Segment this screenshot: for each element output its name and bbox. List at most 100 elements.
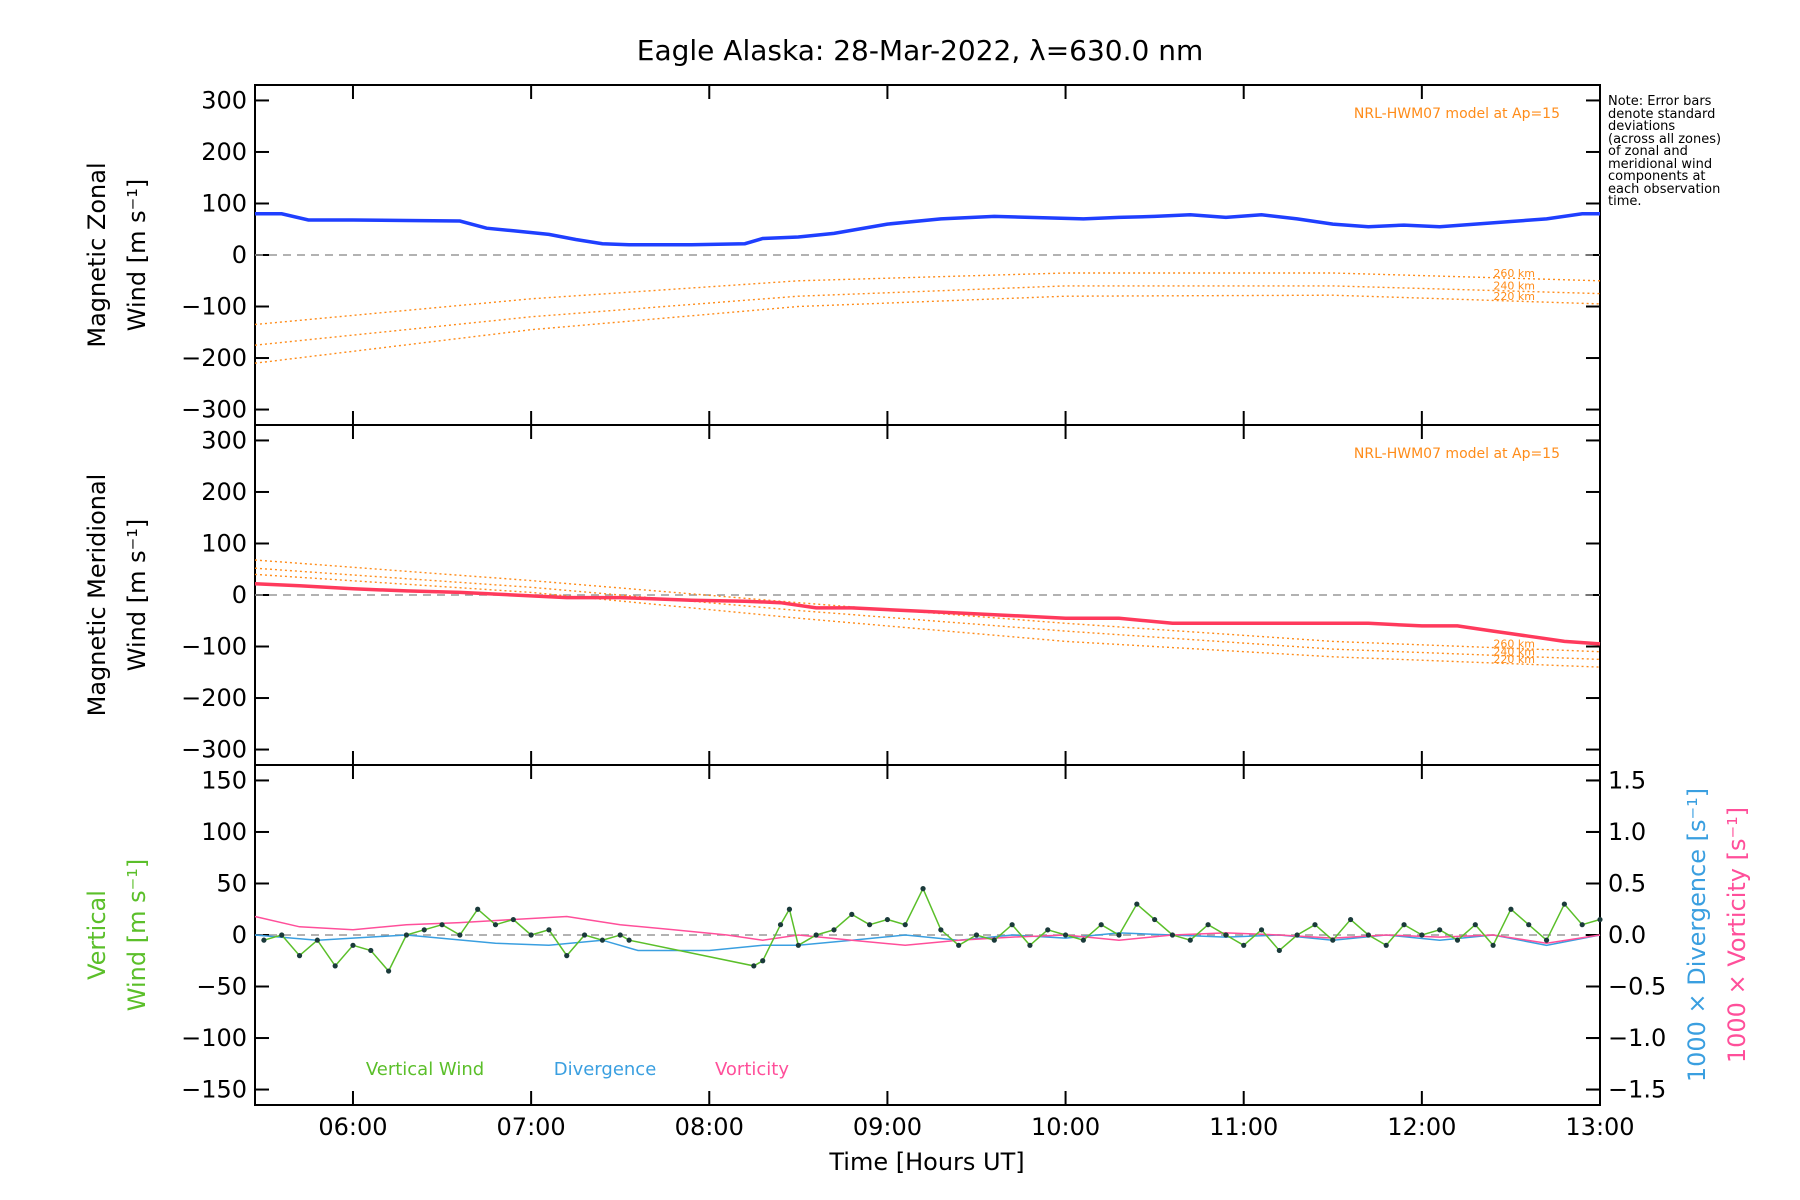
x-tick-label: 11:00 <box>1209 1113 1278 1141</box>
vertical-wind-point <box>991 937 997 943</box>
vertical-wind-point <box>564 953 570 959</box>
vertical-wind-point <box>760 958 766 964</box>
vertical-wind-point <box>1169 932 1176 938</box>
meridional-ytick-label: 100 <box>201 529 247 557</box>
meridional-ylabel-line2: Wind [m s⁻¹] <box>123 519 151 671</box>
vertical-wind-point <box>350 942 356 948</box>
x-tick-label: 13:00 <box>1565 1113 1634 1141</box>
vertical-wind-point <box>617 932 623 938</box>
vertical-wind-point <box>813 932 819 938</box>
divergence-ylabel: 1000 × Divergence [s⁻¹] <box>1683 788 1711 1082</box>
vertical-wind-point <box>1205 922 1211 928</box>
vertical-wind-point <box>1437 927 1443 933</box>
vertical-wind-point <box>1508 906 1514 912</box>
vertical-wind-point <box>1561 901 1567 907</box>
meridional-model-line-label: 240 km <box>1493 645 1535 658</box>
vertical-wind-point <box>1045 927 1051 933</box>
vertical-wind-point <box>751 963 757 969</box>
zonal-ytick-label: 200 <box>201 138 247 166</box>
meridional-model-line-label: 220 km <box>1493 653 1535 666</box>
vertical-wind-point <box>1401 922 1407 928</box>
vertical-ytick-label: −150 <box>181 1076 247 1104</box>
vertical-wind-point <box>546 927 552 933</box>
zonal-model-line-label: 260 km <box>1493 267 1535 280</box>
right-ytick-label: −0.5 <box>1608 973 1666 1001</box>
x-tick-label: 08:00 <box>675 1113 744 1141</box>
zonal-model-line <box>254 285 1601 346</box>
meridional-ytick-label: 300 <box>201 426 247 454</box>
vertical-wind-point <box>1579 922 1585 928</box>
right-ytick-label: 1.5 <box>1608 766 1646 794</box>
vertical-wind-point <box>938 927 944 933</box>
meridional-ylabel-line1: Magnetic Meridional <box>83 474 111 717</box>
x-axis-label: Time [Hours UT] <box>828 1148 1024 1176</box>
x-tick-label: 06:00 <box>318 1113 387 1141</box>
vertical-wind-point <box>1490 942 1496 948</box>
zonal-ylabel-line1: Magnetic Zonal <box>83 162 111 347</box>
vertical-wind-point <box>1276 947 1282 954</box>
zonal-ytick-label: −200 <box>181 344 247 372</box>
vertical-wind-line <box>263 886 1601 973</box>
vertical-wind-point <box>1543 937 1550 943</box>
vertical-wind-point <box>1009 922 1015 928</box>
vertical-wind-point <box>261 937 267 943</box>
right-ytick-label: 0.0 <box>1608 921 1646 949</box>
vertical-wind-point <box>849 911 855 917</box>
meridional-ytick-label: 0 <box>232 581 247 609</box>
vertical-ytick-label: 100 <box>201 818 247 846</box>
zonal-ytick-label: −300 <box>181 396 247 424</box>
vertical-wind-point <box>1223 932 1229 938</box>
vertical-wind-point <box>439 922 445 928</box>
vertical-wind-point <box>492 922 499 928</box>
vertical-wind-point <box>457 932 463 938</box>
error-bar-note: Note: Error bars denote standard deviati… <box>1608 94 1722 209</box>
vertical-wind-point <box>795 942 801 948</box>
zonal-ytick-label: 0 <box>232 241 247 269</box>
vertical-ytick-label: 0 <box>232 921 247 949</box>
meridional-model-line-label: 260 km <box>1493 638 1535 651</box>
legend-divergence: Divergence <box>554 1059 657 1080</box>
zonal-model-label: NRL-HWM07 model at Ap=15 <box>1354 106 1560 122</box>
vertical-wind-point <box>956 942 962 948</box>
vertical-wind-point <box>973 932 980 938</box>
vertical-wind-point <box>1312 922 1318 928</box>
vertical-wind-point <box>1419 932 1425 938</box>
vertical-wind-point <box>581 932 588 938</box>
zonal-model-line <box>254 272 1601 326</box>
vertical-wind-point <box>599 937 605 943</box>
zonal-model-line <box>254 294 1601 364</box>
vertical-wind-point <box>1526 922 1532 928</box>
vertical-wind-point <box>368 947 374 954</box>
vertical-wind-point <box>1098 922 1104 928</box>
meridional-ytick-label: −200 <box>181 684 247 712</box>
vertical-wind-point <box>1294 932 1300 938</box>
vertical-wind-point <box>475 906 481 912</box>
vertical-wind-point <box>1062 932 1069 938</box>
vorticity-ylabel: 1000 × Vorticity [s⁻¹] <box>1723 807 1751 1063</box>
vertical-wind-point <box>777 922 784 928</box>
vertical-wind-point <box>867 922 873 928</box>
vertical-wind-point <box>1597 916 1603 923</box>
vertical-wind-point <box>1454 937 1461 943</box>
vertical-wind-point <box>831 927 837 933</box>
vertical-wind-point <box>403 932 410 938</box>
x-tick-label: 10:00 <box>1031 1113 1100 1141</box>
vertical-wind-point <box>1330 937 1336 943</box>
vertical-wind-point <box>332 963 338 969</box>
vertical-wind-point <box>1258 927 1265 933</box>
zonal-ytick-label: 100 <box>201 189 247 217</box>
zonal-model-line-label: 240 km <box>1493 280 1535 293</box>
vertical-wind-point <box>314 937 320 943</box>
vertical-wind-point <box>1134 901 1140 907</box>
right-ytick-label: −1.0 <box>1608 1024 1666 1052</box>
x-tick-label: 12:00 <box>1387 1113 1456 1141</box>
vertical-wind-point <box>920 886 926 892</box>
meridional-model-line <box>254 559 1601 653</box>
vertical-ylabel-line1: Vertical <box>83 890 111 980</box>
vertical-ylabel-line2: Wind [m s⁻¹] <box>123 859 151 1011</box>
vertical-ytick-label: −100 <box>181 1024 247 1052</box>
vertical-wind-point <box>1241 942 1247 948</box>
vertical-wind-point <box>786 906 793 912</box>
vertical-wind-point <box>1365 932 1372 938</box>
